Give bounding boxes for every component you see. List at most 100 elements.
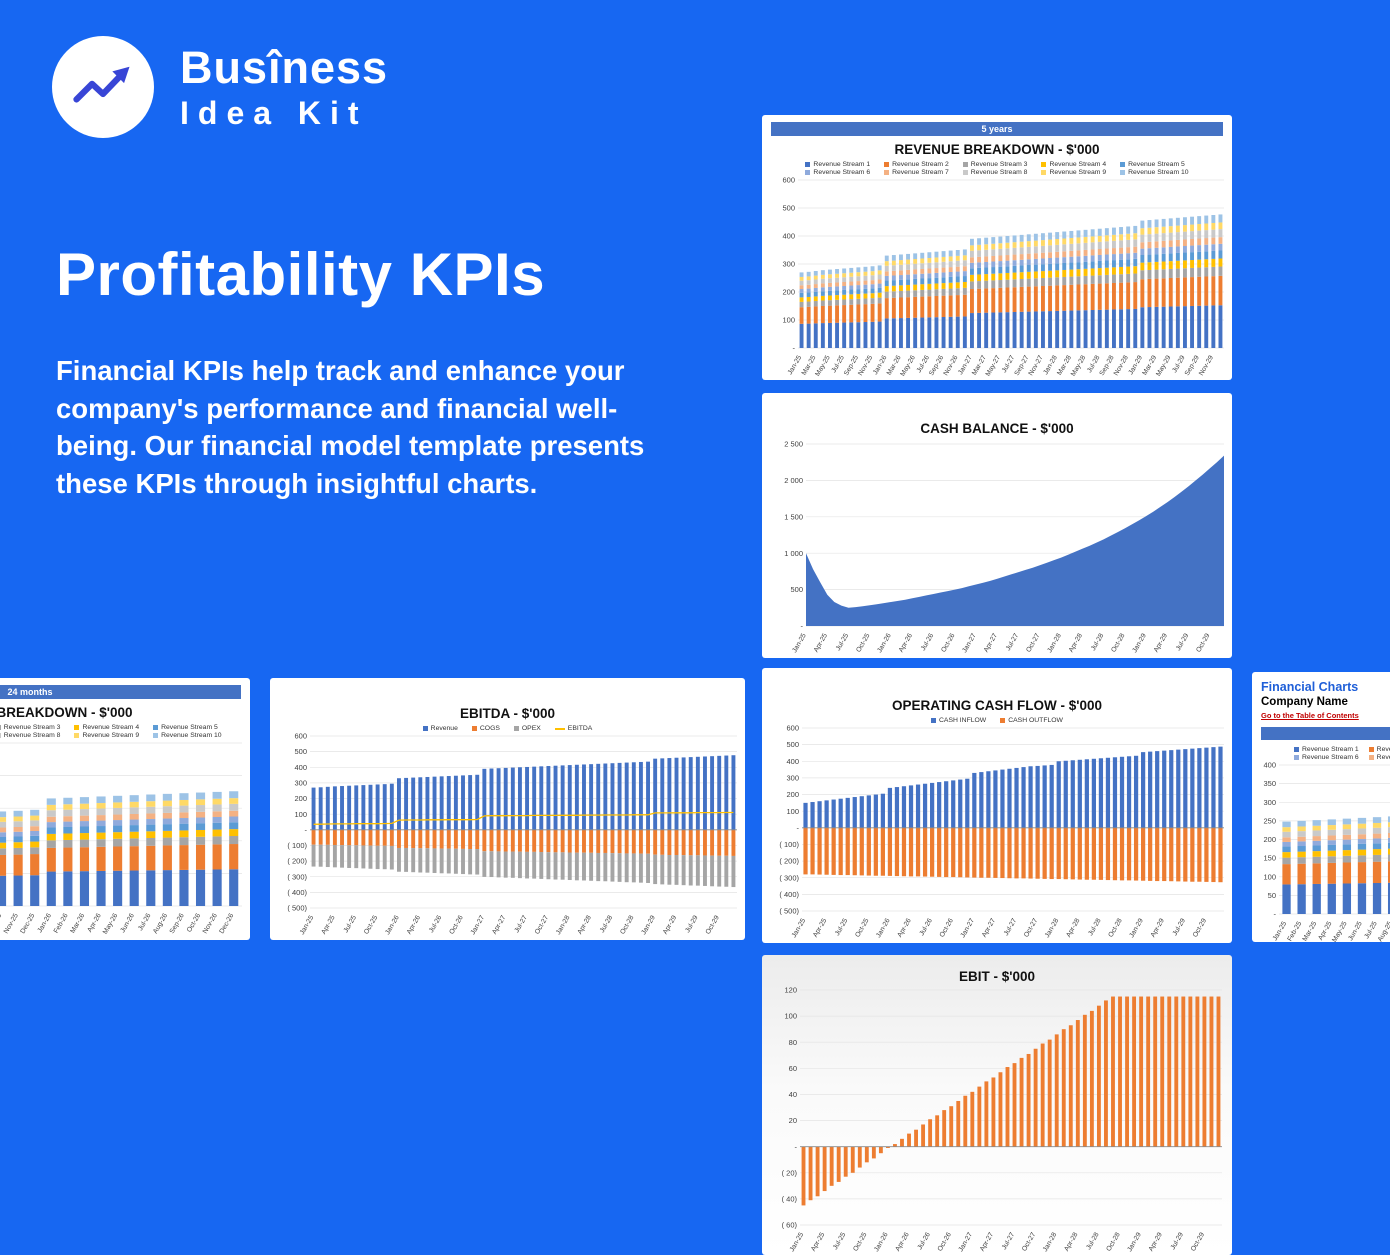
- svg-text:Jul-25: Jul-25: [343, 914, 358, 934]
- svg-text:400: 400: [786, 757, 799, 766]
- period-tag-24-months: 24 months: [0, 685, 241, 699]
- ebit-chart: ( 60)( 40)( 20) -20 40 60 80 100 120 Jan-25 Apr-…: [762, 984, 1232, 1255]
- svg-text:Apr-29: Apr-29: [1148, 1231, 1164, 1252]
- svg-text:Feb-26: Feb-26: [53, 912, 70, 934]
- legend-item: Revenue Stream 4: [74, 724, 139, 731]
- svg-text:Sep-26: Sep-26: [169, 912, 186, 935]
- ebitda-title: EBITDA - $'000: [460, 706, 555, 721]
- legend-item: Revenue Stream 9: [1041, 169, 1106, 176]
- svg-text:200: 200: [1263, 835, 1276, 844]
- svg-text:Oct-27: Oct-27: [1021, 1231, 1037, 1252]
- legend-item: Revenue Stream 2: [1368, 746, 1390, 753]
- operating-cash-flow-title: OPERATING CASH FLOW - $'000: [892, 698, 1102, 713]
- mini-revenue-chart: -50 100 150 200 250 300 350 400 Jan-25 Feb-25 Mar-…: [1252, 761, 1390, 942]
- svg-text:Jul-27: Jul-27: [1005, 632, 1020, 652]
- cash-balance-title: CASH BALANCE - $'000: [920, 421, 1074, 436]
- svg-text:Jan-27: Jan-27: [960, 917, 977, 939]
- svg-text:Apr-25: Apr-25: [812, 917, 828, 938]
- svg-text:Jul-25: Jul-25: [835, 632, 850, 652]
- legend-item: Revenue Stream 8: [962, 169, 1027, 176]
- svg-text:1 000: 1 000: [784, 549, 803, 558]
- operating-cash-flow-chart: ( 500) ( 400) ( 300) ( 200) ( 100) - 100 200 300…: [762, 724, 1232, 943]
- legend-item: Revenue Stream 8: [0, 732, 60, 739]
- legend-item: Revenue Stream 2: [884, 161, 949, 168]
- svg-text:Oct-25: Oct-25: [852, 1231, 868, 1252]
- svg-text:Jan-27: Jan-27: [958, 1231, 975, 1253]
- svg-text:Oct-29: Oct-29: [1190, 1231, 1206, 1252]
- company-name: Company Name: [1261, 696, 1348, 708]
- svg-text:Mar-26: Mar-26: [69, 912, 86, 934]
- svg-text:Jul-26: Jul-26: [428, 914, 443, 934]
- svg-text:Jul-26: Jul-26: [919, 917, 934, 937]
- svg-text:Jan-27: Jan-27: [470, 914, 487, 936]
- svg-text:Oct-27: Oct-27: [1025, 632, 1041, 653]
- svg-text:Jan-25: Jan-25: [299, 914, 316, 936]
- svg-text:600: 600: [786, 724, 799, 733]
- svg-text:( 500): ( 500): [779, 907, 799, 916]
- legend-item: CASH INFLOW: [931, 717, 986, 724]
- svg-text:Apr-29: Apr-29: [662, 914, 678, 935]
- svg-text:Jan-26: Jan-26: [873, 1231, 890, 1253]
- legend-item: CASH OUTFLOW: [1000, 717, 1063, 724]
- svg-text:Jul-27: Jul-27: [514, 914, 529, 934]
- svg-text:Jan-29: Jan-29: [1131, 632, 1148, 654]
- legend-item: Revenue Stream 10: [1120, 169, 1189, 176]
- page-description: Financial KPIs help track and enhance yo…: [56, 355, 645, 500]
- svg-text:400: 400: [1263, 761, 1276, 770]
- page-title: Profitability KPIs: [56, 241, 546, 308]
- svg-text:Apr-27: Apr-27: [981, 917, 997, 938]
- svg-text:Apr-28: Apr-28: [1068, 632, 1084, 653]
- svg-text:Jul-28: Jul-28: [1087, 917, 1102, 937]
- svg-text:-: -: [793, 344, 796, 353]
- svg-text:Jul-28: Jul-28: [599, 914, 614, 934]
- legend-item: COGS: [471, 725, 500, 732]
- revenue-breakdown-5y-title: REVENUE BREAKDOWN - $'000: [894, 142, 1100, 157]
- svg-text:2 000: 2 000: [784, 476, 803, 485]
- svg-text:Jan-28: Jan-28: [1042, 1231, 1059, 1253]
- svg-text:( 60): ( 60): [782, 1221, 798, 1230]
- legend-item: Revenue Stream 5: [153, 724, 221, 731]
- svg-text:Apr-27: Apr-27: [979, 1231, 995, 1252]
- svg-text:( 400): ( 400): [287, 888, 307, 897]
- legend-item: OPEX: [513, 725, 541, 732]
- logo: Busîness Idea Kit: [52, 36, 388, 138]
- svg-text:Oct-27: Oct-27: [534, 914, 550, 935]
- trend-arrow-icon: [73, 66, 130, 103]
- svg-text:Dec-26: Dec-26: [218, 912, 235, 935]
- table-of-contents-link[interactable]: Go to the Table of Contents: [1261, 711, 1359, 720]
- svg-text:Apr-27: Apr-27: [491, 914, 507, 935]
- legend-item: Revenue Stream 5: [1120, 161, 1188, 168]
- svg-text:-: -: [1274, 910, 1277, 919]
- svg-text:Jan-28: Jan-28: [1046, 632, 1063, 654]
- svg-text:Jul-29: Jul-29: [1170, 1231, 1185, 1251]
- legend-item: Revenue Stream 6: [1294, 754, 1359, 761]
- mini-period-bar: [1261, 727, 1390, 740]
- svg-text:Apr-28: Apr-28: [577, 914, 593, 935]
- ebit-title: EBIT - $'000: [959, 969, 1035, 984]
- svg-text:Jan-26: Jan-26: [876, 632, 893, 654]
- svg-text:Oct-29: Oct-29: [1195, 632, 1211, 653]
- legend-item: Revenue Stream 3: [0, 724, 60, 731]
- svg-text:Jul-27: Jul-27: [1001, 1231, 1016, 1251]
- svg-text:Jan-25: Jan-25: [791, 632, 808, 654]
- svg-text:200: 200: [786, 790, 799, 799]
- svg-text:40: 40: [789, 1090, 797, 1099]
- svg-text:50: 50: [1268, 891, 1276, 900]
- svg-text:Jan-28: Jan-28: [555, 914, 572, 936]
- logo-line1: Busîness: [180, 42, 389, 93]
- svg-text:100: 100: [784, 1012, 797, 1021]
- svg-text:( 200): ( 200): [287, 857, 307, 866]
- svg-text:250: 250: [1263, 817, 1276, 826]
- financial-charts-panel: Financial Charts Company Name Go to the …: [1252, 672, 1390, 942]
- svg-text:80: 80: [789, 1038, 797, 1047]
- operating-cash-flow-legend: CASH INFLOW CASH OUTFLOW: [762, 717, 1232, 724]
- svg-text:350: 350: [1263, 779, 1276, 788]
- legend-item: Revenue Stream 3: [962, 161, 1027, 168]
- logo-line2: Idea Kit: [180, 95, 368, 131]
- svg-text:Apr-25: Apr-25: [810, 1231, 826, 1252]
- revenue-breakdown-5y-chart: -100 200 300 400 500 600 Jan-25 Mar-25 May-25 Jul…: [762, 176, 1232, 380]
- ebitda-card: EBITDA - $'000 Revenue COGS OPEX EBITDA ( 5…: [270, 678, 745, 940]
- svg-text:500: 500: [782, 204, 795, 213]
- svg-text:-: -: [797, 823, 800, 832]
- svg-text:300: 300: [294, 779, 307, 788]
